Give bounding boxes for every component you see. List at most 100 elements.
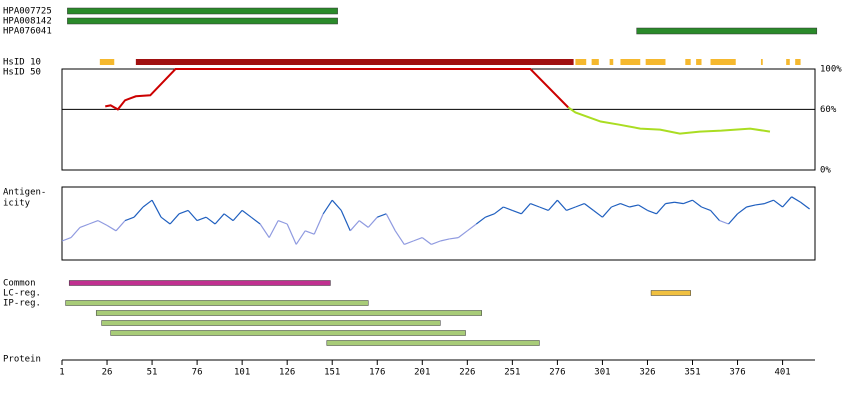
hsid10-segment — [685, 59, 691, 65]
antigenicity-line — [142, 199, 153, 208]
x-tick-label: 176 — [369, 368, 385, 378]
antigenicity-line — [728, 213, 738, 225]
antigenicity-line — [421, 237, 432, 245]
x-tick-label: 101 — [234, 368, 250, 378]
hsid10-segment — [620, 59, 641, 65]
antigenicity-line — [70, 227, 81, 238]
antigenicity-line — [322, 199, 333, 215]
antigenicity-line — [151, 199, 162, 218]
identity-line — [105, 68, 569, 111]
antibody-bar — [67, 17, 338, 25]
region-bar — [95, 310, 482, 316]
antigenicity-line — [223, 213, 234, 222]
antigenicity-line — [241, 209, 252, 218]
x-tick-label: 76 — [192, 368, 203, 378]
antigenicity-line — [566, 206, 576, 211]
region-bar — [650, 290, 691, 296]
antigenicity-line — [656, 203, 666, 215]
x-tick-label: 251 — [504, 368, 520, 378]
antigenicity-line — [431, 240, 441, 245]
antigenicity-line — [331, 199, 342, 211]
antigenicity-line — [710, 210, 720, 221]
antigenicity-line — [683, 199, 693, 205]
antigenicity-line — [746, 204, 756, 208]
antigenicity-line — [286, 223, 297, 245]
x-tick-label: 351 — [684, 368, 700, 378]
antigenicity-line — [755, 203, 765, 206]
x-tick-label: 276 — [549, 368, 565, 378]
antigenicity-line — [250, 216, 261, 225]
antigenicity-line — [530, 203, 540, 208]
antigenicity-line — [169, 213, 180, 225]
antigenicity-label: Antigen- — [3, 188, 46, 198]
antigenicity-line — [719, 220, 729, 225]
antigenicity-line — [205, 216, 216, 225]
antigenicity-line — [115, 220, 126, 232]
region-bar — [65, 300, 369, 306]
antigenicity-line — [187, 210, 198, 221]
antigenicity-line — [214, 213, 225, 225]
antigenicity-line — [547, 199, 558, 211]
antigenicity-line — [313, 213, 324, 235]
antigenicity-line — [404, 240, 414, 245]
antigenicity-line — [413, 237, 423, 242]
antibody-label: HPA076041 — [3, 27, 52, 37]
antigenicity-label: icity — [3, 199, 31, 209]
x-tick-label: 401 — [774, 368, 790, 378]
antigenicity-line — [584, 203, 594, 211]
antigenicity-line — [178, 209, 189, 215]
antigenicity-line — [88, 220, 99, 225]
hsid10-segment — [786, 59, 790, 65]
x-tick-label: 376 — [729, 368, 745, 378]
antibody-bar — [67, 7, 338, 15]
identity-line — [567, 106, 771, 135]
antibody-label: HPA008142 — [3, 17, 52, 27]
antigenicity-line — [133, 206, 144, 218]
x-tick-label: 1 — [59, 368, 64, 378]
hsid10-segment — [795, 59, 801, 65]
antigenicity-line — [692, 199, 702, 208]
hsid10-label: HsID 10 — [3, 58, 41, 68]
x-tick-label: 326 — [639, 368, 655, 378]
antigenicity-line — [106, 224, 117, 232]
x-tick-label: 226 — [459, 368, 475, 378]
region-label: IP-reg. — [3, 299, 41, 309]
antigenicity-line — [349, 220, 360, 232]
antigenicity-line — [268, 220, 279, 238]
hsid10-segment — [591, 59, 599, 65]
antigenicity-line — [259, 223, 270, 238]
antigenicity-line — [295, 230, 306, 245]
antigenicity-line — [665, 201, 675, 205]
antigenicity-line — [304, 230, 315, 235]
antigenicity-line — [466, 223, 477, 232]
antigenicity-line — [512, 209, 522, 215]
x-tick-label: 151 — [324, 368, 340, 378]
region-bar — [68, 280, 331, 286]
region-bar — [326, 340, 540, 346]
protein-label: Protein — [3, 355, 41, 365]
antigenicity-line — [358, 220, 369, 228]
region-label: LC-reg. — [3, 289, 41, 299]
antigenicity-box — [61, 186, 816, 261]
antigenicity-line — [485, 213, 495, 218]
hsid10-segment — [609, 59, 614, 65]
antigenicity-line — [79, 223, 90, 228]
hsid-box — [61, 68, 816, 171]
x-tick-label: 201 — [414, 368, 430, 378]
antigenicity-line — [593, 209, 603, 218]
x-tick-label: 126 — [279, 368, 295, 378]
y-tick-label: 0% — [820, 166, 831, 176]
antigenicity-line — [620, 203, 630, 208]
antigenicity-line — [800, 201, 810, 210]
hsid10-segment — [710, 59, 736, 65]
y-tick-label: 100% — [820, 65, 842, 75]
antigenicity-line — [611, 203, 621, 208]
antigenicity-line — [457, 230, 468, 239]
antigenicity-line — [61, 237, 72, 242]
antigenicity-line — [520, 203, 531, 215]
antigenicity-line — [629, 204, 639, 208]
hsid10-segment — [760, 59, 763, 65]
region-label: Common — [3, 279, 36, 289]
region-bar — [110, 330, 466, 336]
